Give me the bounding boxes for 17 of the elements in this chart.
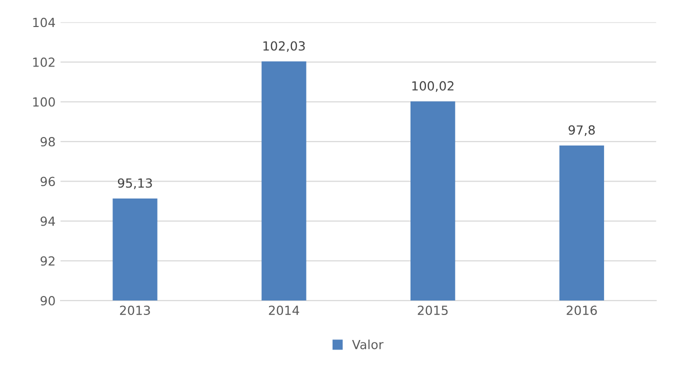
y-tick-label: 100 bbox=[33, 97, 55, 107]
x-tick-label: 2015 bbox=[418, 306, 448, 316]
y-tick-label: 102 bbox=[33, 57, 54, 67]
y-tick-label: 96 bbox=[40, 176, 55, 186]
y-tick-label: 94 bbox=[40, 216, 56, 226]
y-tick-label: 104 bbox=[33, 18, 56, 28]
y-tick-label: 92 bbox=[40, 256, 54, 266]
x-tick-label: 2014 bbox=[268, 306, 300, 316]
y-tick-label: 90 bbox=[40, 296, 55, 306]
y-tick-label: 98 bbox=[40, 136, 55, 146]
data-label: 95,13 bbox=[118, 178, 152, 190]
data-label: 100,02 bbox=[412, 81, 454, 92]
legend-label: Valor bbox=[352, 340, 384, 350]
data-label: 102,03 bbox=[263, 41, 305, 52]
x-tick-label: 2013 bbox=[120, 306, 150, 316]
data-label: 97,8 bbox=[568, 125, 595, 136]
x-tick-label: 2016 bbox=[566, 306, 597, 316]
